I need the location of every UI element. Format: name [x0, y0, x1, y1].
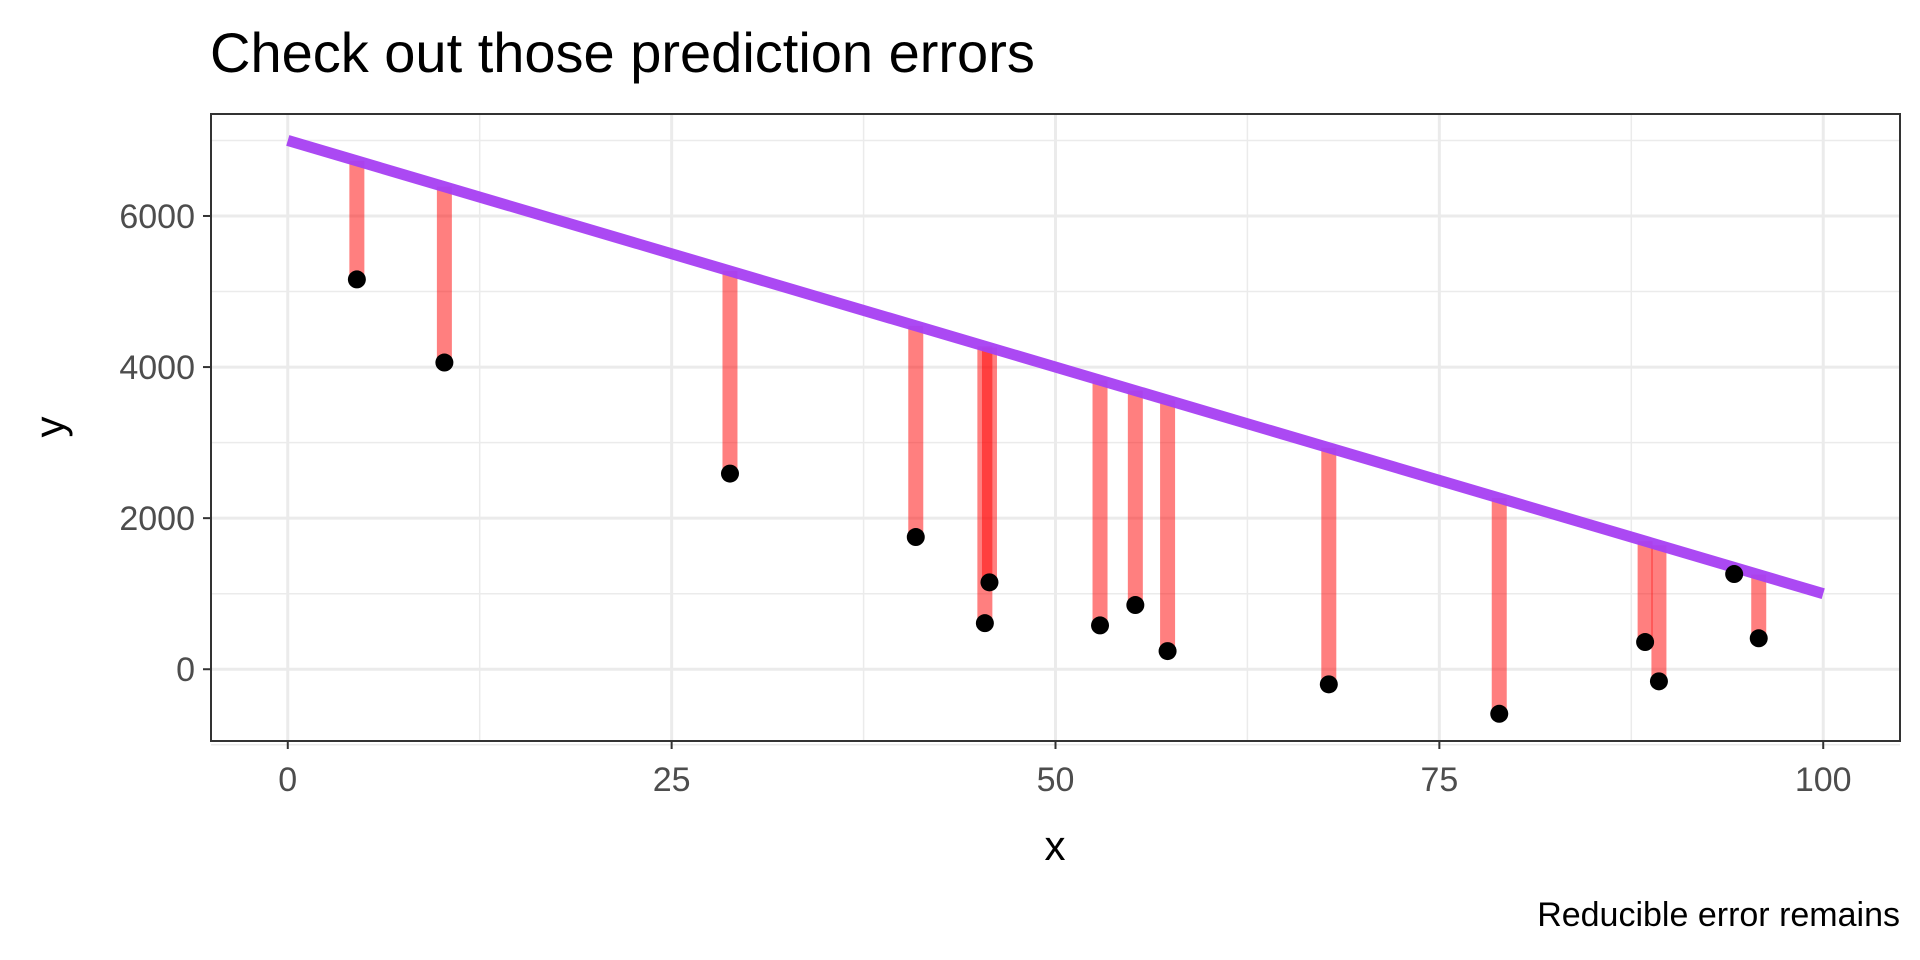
x-tick-label: 0 [278, 761, 297, 799]
y-axis-ticks: 0 2000 4000 6000 [119, 198, 211, 689]
chart-caption: Reducible error remains [1537, 896, 1900, 934]
y-tick-label: 6000 [119, 198, 195, 236]
data-point [1636, 633, 1655, 652]
data-point [435, 353, 454, 372]
regression-line [286, 135, 1825, 599]
data-point [1126, 596, 1145, 615]
x-tick-label: 75 [1420, 761, 1458, 799]
gridlines [211, 114, 1900, 746]
data-point [1749, 629, 1768, 648]
y-tick-label: 2000 [119, 500, 195, 538]
data-point [1725, 565, 1744, 584]
x-tick-label: 100 [1795, 761, 1852, 799]
data-point [1490, 704, 1509, 723]
data-point [720, 464, 739, 483]
data-point [1649, 672, 1668, 691]
data-point [1319, 675, 1338, 694]
data-points [347, 270, 1768, 723]
x-axis-title: x [1045, 822, 1066, 869]
y-tick-label: 4000 [119, 349, 195, 387]
chart-title: Check out those prediction errors [210, 21, 1035, 84]
y-axis-title: y [26, 417, 73, 438]
y-tick-label: 0 [176, 651, 195, 689]
x-axis-ticks: 0 25 50 75 100 [278, 741, 1852, 799]
residual-segments [349, 160, 1767, 714]
data-point [347, 270, 366, 289]
data-point [1158, 642, 1177, 661]
data-point [980, 573, 999, 592]
data-point [1091, 616, 1110, 635]
data-point [975, 614, 994, 633]
x-tick-label: 50 [1037, 761, 1075, 799]
x-tick-label: 25 [653, 761, 691, 799]
data-point [906, 528, 925, 547]
